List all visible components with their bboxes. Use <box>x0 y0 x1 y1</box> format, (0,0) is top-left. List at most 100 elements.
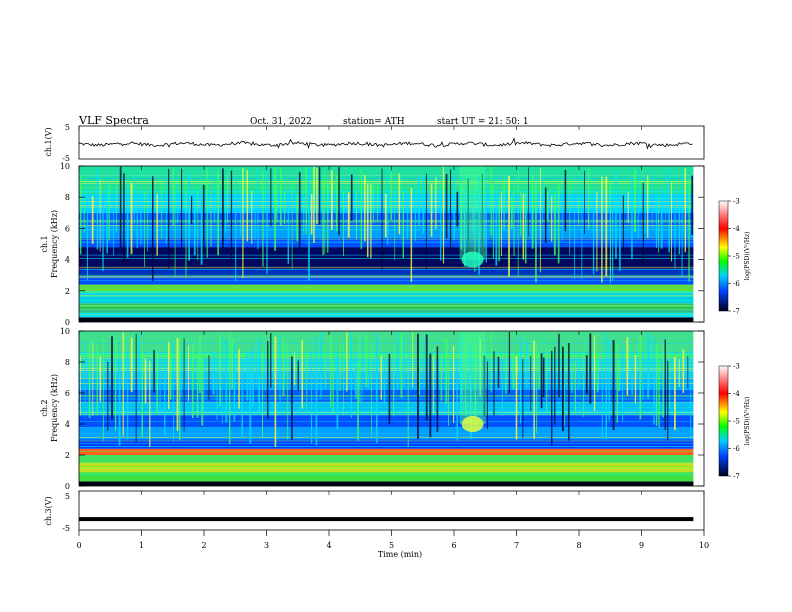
sferic <box>596 349 599 393</box>
sferic <box>183 338 185 432</box>
sferic <box>442 166 445 264</box>
sferic <box>199 334 201 394</box>
sferic <box>217 171 219 256</box>
figure-title: VLF Spectra <box>78 114 149 127</box>
spectrogram-line <box>79 395 694 397</box>
sferic <box>544 187 547 243</box>
ch1-spectrogram-panel: 0 2 4 6 8 10 ch.1 Frequency (kHz) <box>40 162 705 327</box>
sferic <box>336 355 339 429</box>
ch1-ylabel: ch.1(V) <box>44 127 53 156</box>
sferic <box>445 174 448 239</box>
sferic <box>642 182 644 266</box>
sferic <box>86 185 88 281</box>
sferic <box>561 186 563 241</box>
sferic <box>149 360 151 448</box>
sferic <box>225 339 228 423</box>
sferic <box>298 171 301 249</box>
spectrogram-line <box>79 238 694 240</box>
sferic <box>203 357 205 411</box>
sferic <box>222 168 224 248</box>
sferic <box>543 357 545 397</box>
spectrogram-line <box>79 178 694 179</box>
spectrogram-line <box>79 383 694 384</box>
sferic <box>394 192 396 261</box>
sferic <box>339 343 341 391</box>
sferic <box>252 346 254 407</box>
sferic <box>115 340 117 431</box>
sferic <box>343 339 344 416</box>
sferic <box>327 178 329 253</box>
sferic <box>200 188 203 265</box>
sferic <box>651 170 653 230</box>
sferic <box>135 333 137 443</box>
sferic <box>280 168 282 226</box>
sferic <box>540 353 543 409</box>
sferic <box>206 168 208 258</box>
spectrogram-line <box>79 186 694 188</box>
sferic <box>238 348 240 409</box>
sferic <box>647 175 649 238</box>
sferic <box>159 353 161 412</box>
ch1-spectrogram-image <box>79 166 694 322</box>
time-tick-label: 5 <box>389 541 394 550</box>
sferic <box>682 349 685 393</box>
sferic <box>655 195 657 248</box>
sferic <box>592 190 595 275</box>
sferic <box>644 187 646 234</box>
freq-tick-label: 8 <box>65 193 70 202</box>
sferic <box>161 184 163 239</box>
sferic <box>153 350 155 393</box>
date-label: Oct. 31, 2022 <box>250 117 312 127</box>
spectrogram-line <box>79 293 694 294</box>
sferic <box>84 340 86 418</box>
sferic <box>270 333 272 388</box>
spectrogram-line <box>79 378 694 379</box>
sferic <box>495 189 498 266</box>
sferic <box>168 342 170 410</box>
sferic <box>639 333 642 420</box>
colorbar-ch1-label: log(PSD)(V²/Hz) <box>744 232 751 281</box>
sferic <box>140 191 142 245</box>
sferic <box>346 332 348 392</box>
sferic <box>262 171 264 267</box>
sferic <box>407 193 409 239</box>
sferic <box>313 166 315 244</box>
sferic <box>270 168 272 227</box>
sferic <box>520 192 522 237</box>
sferic <box>419 353 420 396</box>
sferic <box>152 176 154 282</box>
sferic <box>678 192 681 255</box>
spectrogram-line <box>79 343 694 344</box>
sferic <box>316 167 318 224</box>
sferic <box>583 356 585 417</box>
sferic <box>249 352 252 444</box>
spectrogram-line <box>79 268 694 270</box>
sferic <box>522 359 524 438</box>
time-tick-label: 7 <box>514 541 519 550</box>
sferic <box>512 352 515 390</box>
sferic <box>251 191 253 244</box>
spectrogram-line <box>79 305 694 306</box>
event-column <box>459 166 486 260</box>
sferic <box>581 174 583 280</box>
sferic <box>533 340 535 439</box>
sferic <box>658 354 660 428</box>
spectrogram-band <box>79 402 694 415</box>
sferic <box>210 196 212 247</box>
sferic <box>418 176 420 227</box>
sferic <box>554 346 556 425</box>
colorbar-ch1: -3 -4 -5 -6 -7 log(PSD)(V²/Hz) <box>718 198 751 316</box>
sferic <box>474 166 476 272</box>
sferic <box>144 190 145 267</box>
freq-tick-label: 6 <box>65 224 70 233</box>
ch1-frequency-ticks: 0 2 4 6 8 10 <box>60 162 704 327</box>
spectrogram-line <box>79 274 694 276</box>
sferic <box>397 332 399 390</box>
sferic <box>80 356 81 416</box>
sferic <box>111 336 113 420</box>
spectrogram-band <box>79 247 694 269</box>
sferic <box>417 333 419 439</box>
sferic <box>355 189 357 240</box>
sferic <box>240 195 241 237</box>
sferic <box>627 191 629 223</box>
